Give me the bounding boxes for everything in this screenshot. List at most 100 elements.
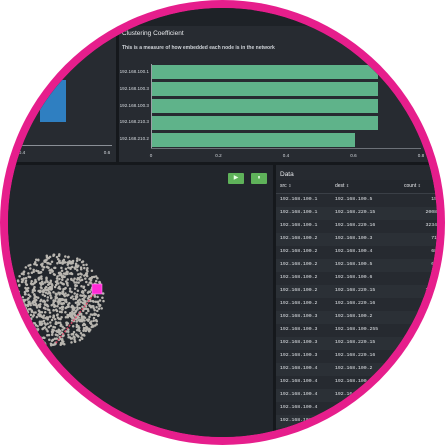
- table-row[interactable]: 192.168.100.4 192.16: [276, 389, 437, 402]
- graph-node[interactable]: [37, 271, 40, 275]
- graph-node[interactable]: [83, 319, 86, 322]
- graph-node[interactable]: [96, 300, 100, 304]
- graph-node[interactable]: [80, 336, 83, 339]
- graph-node[interactable]: [62, 302, 65, 305]
- graph-node[interactable]: [33, 294, 36, 297]
- graph-node[interactable]: [17, 314, 21, 318]
- graph-node[interactable]: [76, 308, 79, 311]
- graph-node[interactable]: [74, 296, 78, 300]
- table-row[interactable]: 192.168.100.3 192.168.220.16: [276, 350, 437, 363]
- column-header-src[interactable]: src ⇕: [280, 183, 292, 189]
- graph-node[interactable]: [24, 306, 28, 310]
- graph-node[interactable]: [54, 308, 58, 311]
- graph-node[interactable]: [81, 309, 85, 313]
- graph-node[interactable]: [15, 289, 19, 292]
- graph-node[interactable]: [56, 305, 59, 308]
- graph-node[interactable]: [37, 304, 41, 307]
- graph-node[interactable]: [35, 263, 38, 267]
- graph-node[interactable]: [17, 306, 20, 310]
- graph-node[interactable]: [60, 339, 64, 343]
- graph-node[interactable]: [33, 296, 36, 300]
- graph-node[interactable]: [51, 302, 55, 306]
- graph-node[interactable]: [32, 300, 35, 304]
- graph-node[interactable]: [15, 301, 19, 305]
- graph-node[interactable]: [60, 331, 64, 334]
- graph-node[interactable]: [65, 294, 69, 297]
- graph-node[interactable]: [85, 263, 88, 267]
- graph-node[interactable]: [44, 342, 47, 346]
- graph-node[interactable]: [80, 260, 84, 264]
- table-row[interactable]: 192.168.100.1 192.168.100.5 15: [276, 194, 437, 207]
- graph-node[interactable]: [52, 299, 55, 302]
- graph-node[interactable]: [46, 304, 50, 308]
- graph-node[interactable]: [92, 319, 95, 322]
- graph-node[interactable]: [73, 277, 76, 280]
- graph-node[interactable]: [49, 343, 53, 347]
- graph-node[interactable]: [29, 282, 33, 285]
- graph-node[interactable]: [32, 314, 36, 317]
- graph-node[interactable]: [61, 278, 64, 281]
- graph-node[interactable]: [75, 293, 79, 296]
- graph-node[interactable]: [67, 305, 70, 309]
- graph-node[interactable]: [94, 318, 98, 322]
- graph-node[interactable]: [50, 339, 54, 343]
- graph-node[interactable]: [67, 336, 70, 339]
- graph-node[interactable]: [57, 291, 60, 294]
- graph-node[interactable]: [36, 296, 40, 300]
- graph-node[interactable]: [49, 271, 52, 275]
- graph-node[interactable]: [38, 290, 42, 293]
- graph-node[interactable]: [85, 272, 88, 275]
- graph-node[interactable]: [55, 255, 59, 259]
- graph-node[interactable]: [29, 267, 32, 270]
- graph-node[interactable]: [43, 281, 47, 284]
- graph-node[interactable]: [92, 305, 95, 308]
- graph-node[interactable]: [29, 313, 33, 317]
- graph-node[interactable]: [68, 272, 72, 275]
- graph-node[interactable]: [100, 307, 103, 310]
- graph-node[interactable]: [47, 262, 50, 265]
- graph-node[interactable]: [90, 325, 93, 329]
- graph-node[interactable]: [27, 315, 30, 319]
- graph-node[interactable]: [70, 278, 73, 282]
- graph-node[interactable]: [46, 333, 49, 337]
- graph-node[interactable]: [13, 302, 16, 306]
- graph-node[interactable]: [34, 260, 37, 264]
- graph-node[interactable]: [76, 257, 79, 260]
- graph-node[interactable]: [30, 279, 33, 283]
- graph-node[interactable]: [29, 303, 32, 307]
- graph-node[interactable]: [97, 313, 100, 317]
- graph-node[interactable]: [40, 310, 44, 314]
- graph-node[interactable]: [12, 285, 16, 289]
- graph-node[interactable]: [52, 308, 55, 312]
- graph-node[interactable]: [98, 299, 102, 302]
- graph-node[interactable]: [55, 337, 58, 340]
- graph-node[interactable]: [42, 306, 46, 310]
- graph-node[interactable]: [73, 287, 77, 291]
- graph-node[interactable]: [64, 310, 67, 314]
- graph-node[interactable]: [94, 300, 98, 303]
- graph-node[interactable]: [79, 300, 82, 304]
- graph-node[interactable]: [54, 322, 57, 326]
- graph-node[interactable]: [21, 308, 24, 312]
- graph-node[interactable]: [75, 281, 78, 284]
- graph-node[interactable]: [82, 329, 85, 332]
- graph-node[interactable]: [40, 263, 43, 266]
- graph-node[interactable]: [60, 275, 64, 279]
- graph-node[interactable]: [69, 337, 73, 340]
- graph-node[interactable]: [20, 280, 24, 284]
- graph-node[interactable]: [45, 278, 48, 282]
- graph-node[interactable]: [38, 320, 42, 324]
- graph-node[interactable]: [46, 322, 49, 325]
- graph-node[interactable]: [28, 300, 31, 303]
- graph-node[interactable]: [74, 262, 78, 265]
- graph-node[interactable]: [77, 324, 80, 328]
- graph-node[interactable]: [49, 294, 52, 297]
- graph-node[interactable]: [34, 258, 38, 262]
- graph-node[interactable]: [71, 324, 75, 328]
- graph-node[interactable]: [85, 311, 88, 315]
- graph-node[interactable]: [82, 294, 86, 297]
- graph-node[interactable]: [40, 339, 43, 343]
- graph-node[interactable]: [86, 267, 89, 270]
- table-row[interactable]: 192.168.100.3 192.168.220.15: [276, 337, 437, 350]
- graph-node[interactable]: [80, 315, 84, 318]
